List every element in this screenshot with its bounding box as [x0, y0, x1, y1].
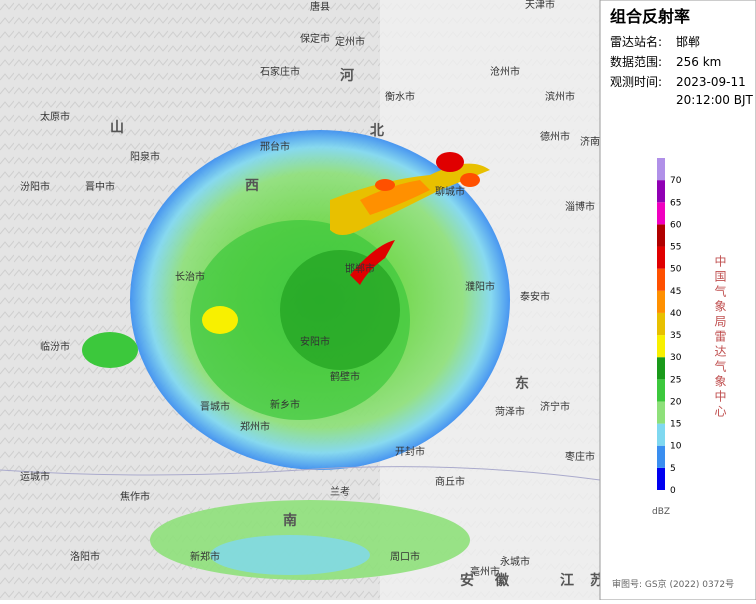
- color-label: 55: [670, 243, 681, 253]
- color-step: [657, 312, 665, 336]
- city-label: 邢台市: [260, 140, 290, 153]
- city-label: 晋中市: [85, 180, 115, 193]
- city-label: 濮阳市: [465, 280, 495, 293]
- city-label: 滨州市: [545, 90, 575, 103]
- city-label: 泰安市: [520, 290, 550, 303]
- province-label: 山: [110, 120, 124, 136]
- city-label: 长治市: [175, 270, 205, 283]
- river: [0, 466, 601, 481]
- color-label: 70: [670, 176, 682, 186]
- color-label: 10: [670, 442, 682, 452]
- color-step: [657, 379, 665, 402]
- color-step: [657, 423, 665, 446]
- city-label: 新乡市: [270, 398, 300, 411]
- city-label: 菏泽市: [495, 405, 525, 418]
- color-label: 20: [670, 397, 682, 407]
- city-label: 郑州市: [240, 420, 270, 433]
- color-step: [657, 467, 665, 490]
- color-step: [657, 158, 665, 181]
- city-label: 晋城市: [200, 400, 230, 413]
- city-label: 亳州市: [470, 565, 500, 578]
- province-label: 南: [283, 512, 297, 529]
- city-label: 衡水市: [385, 90, 415, 103]
- city-label: 兰考: [330, 485, 350, 498]
- color-step: [657, 202, 665, 225]
- panel-title: 组合反射率: [610, 7, 690, 26]
- city-label: 洛阳市: [70, 550, 100, 563]
- station: 邯郸: [676, 34, 700, 49]
- color-step: [657, 246, 665, 269]
- unit: dBZ: [652, 507, 670, 517]
- city-label: 运城市: [20, 470, 50, 483]
- color-label: 45: [670, 287, 681, 297]
- date: 2023-09-11: [676, 75, 746, 89]
- color-label: 5: [670, 464, 676, 474]
- city-label: 枣庄市: [565, 450, 595, 463]
- city-label: 定州市: [335, 35, 365, 48]
- station-label: 雷达站名:: [610, 34, 662, 49]
- city-label: 开封市: [395, 445, 425, 458]
- city-label: 淄博市: [565, 200, 595, 213]
- color-label: 0: [670, 486, 676, 496]
- city-label: 石家庄市: [260, 65, 300, 78]
- city-label: 汾阳市: [20, 180, 50, 193]
- province-label: 河: [340, 67, 354, 84]
- approval: 审图号: GS京 (2022) 0372号: [612, 578, 734, 590]
- city-label: 鹤壁市: [330, 370, 360, 383]
- province-label: 东: [515, 375, 529, 392]
- province-label: 江: [560, 572, 574, 589]
- color-label: 15: [670, 420, 681, 430]
- color-label: 40: [670, 309, 682, 319]
- province-label: 北: [370, 123, 384, 139]
- color-step: [657, 401, 665, 424]
- province-label: 西: [245, 178, 259, 194]
- province-label: 徽: [494, 572, 510, 589]
- color-label: 65: [670, 198, 681, 208]
- panel-box: [599, 0, 756, 601]
- color-step: [657, 224, 665, 247]
- city-label: 新郑市: [190, 550, 220, 563]
- city-label: 商丘市: [435, 475, 465, 488]
- color-step: [657, 445, 665, 468]
- time-label: 观测时间:: [610, 75, 662, 89]
- colorbar: 0 5 10 15 20 25 30 35 40 45 50 55 60 65 70: [657, 158, 682, 496]
- color-step: [657, 357, 665, 380]
- color-label: 30: [670, 353, 682, 363]
- color-label: 50: [670, 265, 682, 275]
- city-label: 安阳市: [300, 335, 330, 348]
- city-label: 德州市: [540, 130, 570, 143]
- city-label: 临汾市: [40, 340, 70, 353]
- color-label: 25: [670, 375, 681, 385]
- city-label: 焦作市: [120, 490, 150, 503]
- color-step: [657, 290, 665, 313]
- city-label: 聊城市: [435, 185, 465, 198]
- color-step: [657, 335, 665, 358]
- city-label: 沧州市: [490, 65, 520, 78]
- city-label: 保定市: [300, 32, 330, 45]
- map: [0, 0, 601, 600]
- color-label: 60: [670, 220, 682, 230]
- color-label: 35: [670, 331, 681, 341]
- city-label: 唐县: [310, 0, 330, 13]
- panel: 组合反射率 雷达站名: 邯郸 数据范围: 256 km 观测时间: 2023-0…: [599, 0, 756, 601]
- radar-echo: [82, 130, 510, 580]
- province-label: 安: [460, 572, 474, 589]
- city-label: 太原市: [40, 110, 70, 123]
- range-label: 数据范围:: [610, 54, 662, 69]
- agency: 中国气象局雷达气象中心: [713, 254, 727, 420]
- city-label: 永城市: [500, 555, 530, 568]
- color-step: [657, 268, 665, 291]
- city-label: 周口市: [390, 550, 420, 563]
- city-label: 天津市: [525, 0, 555, 11]
- city-label: 阳泉市: [130, 150, 160, 163]
- range: 256 km: [676, 55, 721, 69]
- color-step: [657, 180, 665, 203]
- city-label: 济宁市: [540, 400, 570, 413]
- time: 20:12:00 BJT: [676, 93, 753, 107]
- city-label: 邯郸市: [345, 262, 375, 275]
